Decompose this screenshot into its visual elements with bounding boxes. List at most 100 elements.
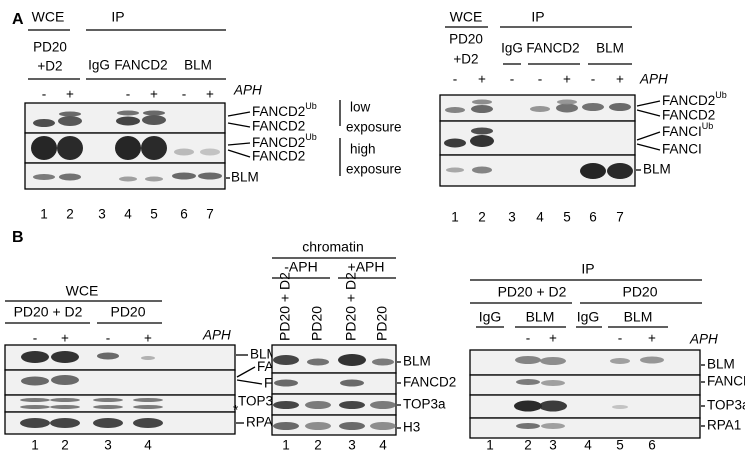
ip-label: IgG xyxy=(88,58,110,73)
band xyxy=(133,418,163,428)
lane-number: 3 xyxy=(104,438,112,453)
leader xyxy=(636,143,661,151)
band xyxy=(580,163,606,179)
band xyxy=(51,375,79,385)
band xyxy=(58,116,82,126)
group-header: chromatin xyxy=(302,239,363,255)
ip-label: BLM xyxy=(624,309,653,325)
sign: - xyxy=(510,72,515,87)
condition-label: -APH xyxy=(284,259,317,275)
ip-label: BLM xyxy=(184,58,212,73)
blot-strip xyxy=(271,414,397,436)
band xyxy=(339,422,365,430)
band xyxy=(516,423,540,429)
lane-number: 5 xyxy=(150,207,158,222)
band-label: TOP3a xyxy=(403,397,446,412)
band xyxy=(372,358,394,366)
band-label: FANCI xyxy=(662,142,702,157)
panel-label: B xyxy=(12,229,24,246)
band xyxy=(515,356,541,364)
lane-number: 1 xyxy=(451,210,459,225)
label-sup: Ub xyxy=(702,121,714,131)
band xyxy=(556,103,578,113)
ip-label: IgG xyxy=(577,309,600,325)
band xyxy=(20,398,50,402)
sample-label: +D2 xyxy=(37,59,62,74)
ip-label: FANCD2 xyxy=(114,58,167,73)
band xyxy=(472,99,492,105)
label-text: FANCD2 xyxy=(252,104,305,119)
band xyxy=(514,400,542,412)
band xyxy=(50,405,80,409)
sample-label: PD20 xyxy=(449,32,483,47)
band xyxy=(93,398,123,402)
band xyxy=(115,136,141,160)
sign: + xyxy=(66,87,74,102)
band xyxy=(119,176,137,182)
band xyxy=(472,166,492,174)
band xyxy=(307,358,329,366)
band xyxy=(339,401,365,409)
label-sup: Ub xyxy=(715,90,727,100)
sample-label: PD20 xyxy=(33,40,67,55)
band xyxy=(20,418,50,428)
lane-number: 1 xyxy=(31,438,39,453)
sample-label: PD20 xyxy=(110,304,145,320)
exposure-label: exposure xyxy=(346,162,402,177)
lane-number: 5 xyxy=(616,438,624,453)
band-label: BLM xyxy=(707,357,735,372)
band xyxy=(198,172,222,180)
band xyxy=(446,167,464,173)
band xyxy=(471,127,493,135)
sign: + xyxy=(648,331,656,346)
band xyxy=(557,99,577,105)
ip-label: IgG xyxy=(479,309,502,325)
band xyxy=(172,172,196,180)
band xyxy=(539,400,567,412)
band xyxy=(305,422,331,430)
band-label: BLM xyxy=(643,162,671,177)
band xyxy=(133,398,163,402)
lane-number: 2 xyxy=(478,210,486,225)
lane-number: 7 xyxy=(206,207,214,222)
ip-label: BLM xyxy=(526,309,555,325)
lane-number: 2 xyxy=(61,438,69,453)
leader xyxy=(227,111,251,117)
band xyxy=(530,106,550,112)
leader xyxy=(636,109,661,117)
condition-label: +APH xyxy=(348,259,385,275)
band xyxy=(445,107,465,113)
lane-number: 2 xyxy=(524,438,532,453)
leader xyxy=(236,366,256,378)
band xyxy=(612,405,628,409)
band xyxy=(607,163,633,179)
blot-strip xyxy=(469,349,701,376)
sign: - xyxy=(33,331,38,346)
band-label: FANCD2 xyxy=(252,119,305,134)
treatment-label: APH xyxy=(639,72,668,87)
exposure-label: exposure xyxy=(346,120,402,135)
treatment-label: APH xyxy=(202,328,231,343)
band-label: BLM xyxy=(250,347,278,362)
band xyxy=(143,110,165,116)
band xyxy=(541,380,565,386)
band xyxy=(33,174,55,180)
label-text: FANCD2 xyxy=(252,135,305,150)
lane-number: 4 xyxy=(379,438,387,453)
band xyxy=(273,401,299,409)
band-label: FANCD2 xyxy=(403,375,456,390)
band xyxy=(541,423,565,429)
label-text: FANCI xyxy=(662,124,702,139)
lane-number: 1 xyxy=(282,438,290,453)
leader xyxy=(636,131,661,141)
lane-number: 6 xyxy=(648,438,656,453)
band xyxy=(273,422,299,430)
leader xyxy=(227,122,251,128)
band xyxy=(33,119,55,127)
group-header: WCE xyxy=(66,283,99,299)
label-sup: Ub xyxy=(305,101,317,111)
band xyxy=(59,173,81,181)
band xyxy=(50,418,80,428)
band xyxy=(274,379,298,387)
